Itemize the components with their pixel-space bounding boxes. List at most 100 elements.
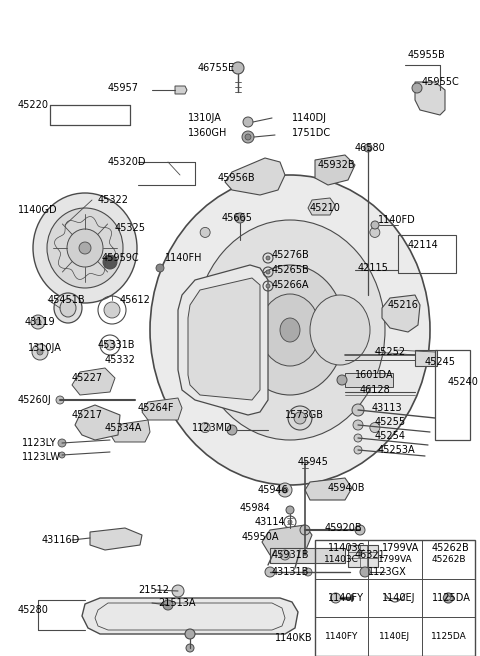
- Text: 1310JA: 1310JA: [28, 343, 62, 353]
- Circle shape: [266, 270, 270, 274]
- Ellipse shape: [104, 302, 120, 318]
- Text: 1140FD: 1140FD: [378, 215, 416, 225]
- Text: 45451B: 45451B: [48, 295, 85, 305]
- Circle shape: [242, 131, 254, 143]
- Text: 45955C: 45955C: [422, 77, 460, 87]
- Text: 42114: 42114: [408, 240, 439, 250]
- Text: 1123LY: 1123LY: [22, 438, 57, 448]
- Text: 45254: 45254: [375, 431, 406, 441]
- Circle shape: [103, 255, 117, 269]
- Text: 45920B: 45920B: [325, 523, 362, 533]
- Circle shape: [337, 375, 347, 385]
- Circle shape: [355, 525, 365, 535]
- Text: 45955B: 45955B: [408, 50, 446, 60]
- Polygon shape: [110, 420, 150, 442]
- Ellipse shape: [67, 229, 103, 267]
- Ellipse shape: [47, 208, 123, 288]
- Text: 45262B: 45262B: [431, 555, 466, 564]
- Text: 1140DJ: 1140DJ: [292, 113, 327, 123]
- Ellipse shape: [280, 318, 300, 342]
- Text: 1125DA: 1125DA: [432, 593, 471, 603]
- Text: 1140EJ: 1140EJ: [382, 593, 416, 603]
- Bar: [415, 350, 437, 366]
- Text: 43116D: 43116D: [42, 535, 80, 545]
- Text: 1799VA: 1799VA: [382, 543, 419, 553]
- Text: 43131B: 43131B: [272, 567, 310, 577]
- Circle shape: [235, 213, 245, 223]
- Text: 45334A: 45334A: [105, 423, 143, 433]
- Bar: [348, 545, 378, 567]
- Text: 45320D: 45320D: [108, 157, 146, 167]
- Text: 45255: 45255: [375, 417, 406, 427]
- Circle shape: [352, 404, 364, 416]
- Text: 45264F: 45264F: [138, 403, 175, 413]
- Ellipse shape: [105, 340, 115, 350]
- Circle shape: [371, 221, 379, 229]
- Circle shape: [360, 567, 370, 577]
- Text: 1140FY: 1140FY: [328, 593, 364, 603]
- Text: 1123GX: 1123GX: [368, 567, 407, 577]
- Ellipse shape: [60, 299, 76, 317]
- Text: 43113: 43113: [372, 403, 403, 413]
- Text: 1140KB: 1140KB: [275, 633, 312, 643]
- Circle shape: [243, 117, 253, 127]
- Text: 11403C: 11403C: [324, 555, 359, 564]
- Circle shape: [304, 568, 312, 576]
- Polygon shape: [415, 82, 445, 115]
- Polygon shape: [72, 368, 115, 395]
- Text: 45245: 45245: [425, 357, 456, 367]
- Polygon shape: [308, 198, 335, 215]
- Circle shape: [288, 406, 312, 430]
- Circle shape: [32, 344, 48, 360]
- Text: 46128: 46128: [360, 385, 391, 395]
- Text: 45262B: 45262B: [432, 543, 470, 553]
- Polygon shape: [142, 398, 182, 420]
- Text: 43119: 43119: [25, 317, 56, 327]
- Text: 1573GB: 1573GB: [285, 410, 324, 420]
- Text: 45220: 45220: [18, 100, 49, 110]
- Polygon shape: [90, 528, 142, 550]
- Polygon shape: [175, 86, 187, 94]
- Ellipse shape: [195, 220, 385, 440]
- Circle shape: [364, 144, 372, 152]
- Text: 45931B: 45931B: [272, 550, 310, 560]
- Text: 45665: 45665: [222, 213, 253, 223]
- Ellipse shape: [310, 295, 370, 365]
- Bar: [270, 548, 345, 563]
- Text: 45266A: 45266A: [272, 280, 310, 290]
- Polygon shape: [82, 598, 298, 634]
- Text: 46755E: 46755E: [198, 63, 235, 73]
- Polygon shape: [382, 295, 420, 332]
- Text: 11403C: 11403C: [328, 543, 365, 553]
- Text: 45227: 45227: [72, 373, 103, 383]
- Ellipse shape: [54, 293, 82, 323]
- Circle shape: [35, 319, 41, 325]
- Polygon shape: [262, 525, 312, 555]
- Circle shape: [300, 525, 310, 535]
- Circle shape: [280, 550, 290, 560]
- Bar: [435, 350, 470, 440]
- Text: 45940B: 45940B: [328, 483, 365, 493]
- Text: 1601DA: 1601DA: [355, 370, 394, 380]
- Circle shape: [444, 593, 453, 603]
- Text: 1310JA: 1310JA: [188, 113, 222, 123]
- Circle shape: [185, 629, 195, 639]
- Text: 42115: 42115: [358, 263, 389, 273]
- Circle shape: [282, 487, 288, 493]
- Text: 45612: 45612: [120, 295, 151, 305]
- Text: 1123MD: 1123MD: [192, 423, 233, 433]
- Circle shape: [59, 452, 65, 458]
- Circle shape: [58, 439, 66, 447]
- Text: 45956B: 45956B: [218, 173, 256, 183]
- Text: 1123LW: 1123LW: [22, 452, 61, 462]
- Text: 45957: 45957: [108, 83, 139, 93]
- Circle shape: [232, 62, 244, 74]
- Circle shape: [200, 228, 210, 237]
- Text: 45210: 45210: [310, 203, 341, 213]
- Text: 1140GD: 1140GD: [18, 205, 58, 215]
- Circle shape: [278, 483, 292, 497]
- Text: 45950A: 45950A: [242, 532, 279, 542]
- Text: 45959C: 45959C: [102, 253, 140, 263]
- Text: 1125DA: 1125DA: [431, 632, 466, 641]
- Text: 45932B: 45932B: [318, 160, 356, 170]
